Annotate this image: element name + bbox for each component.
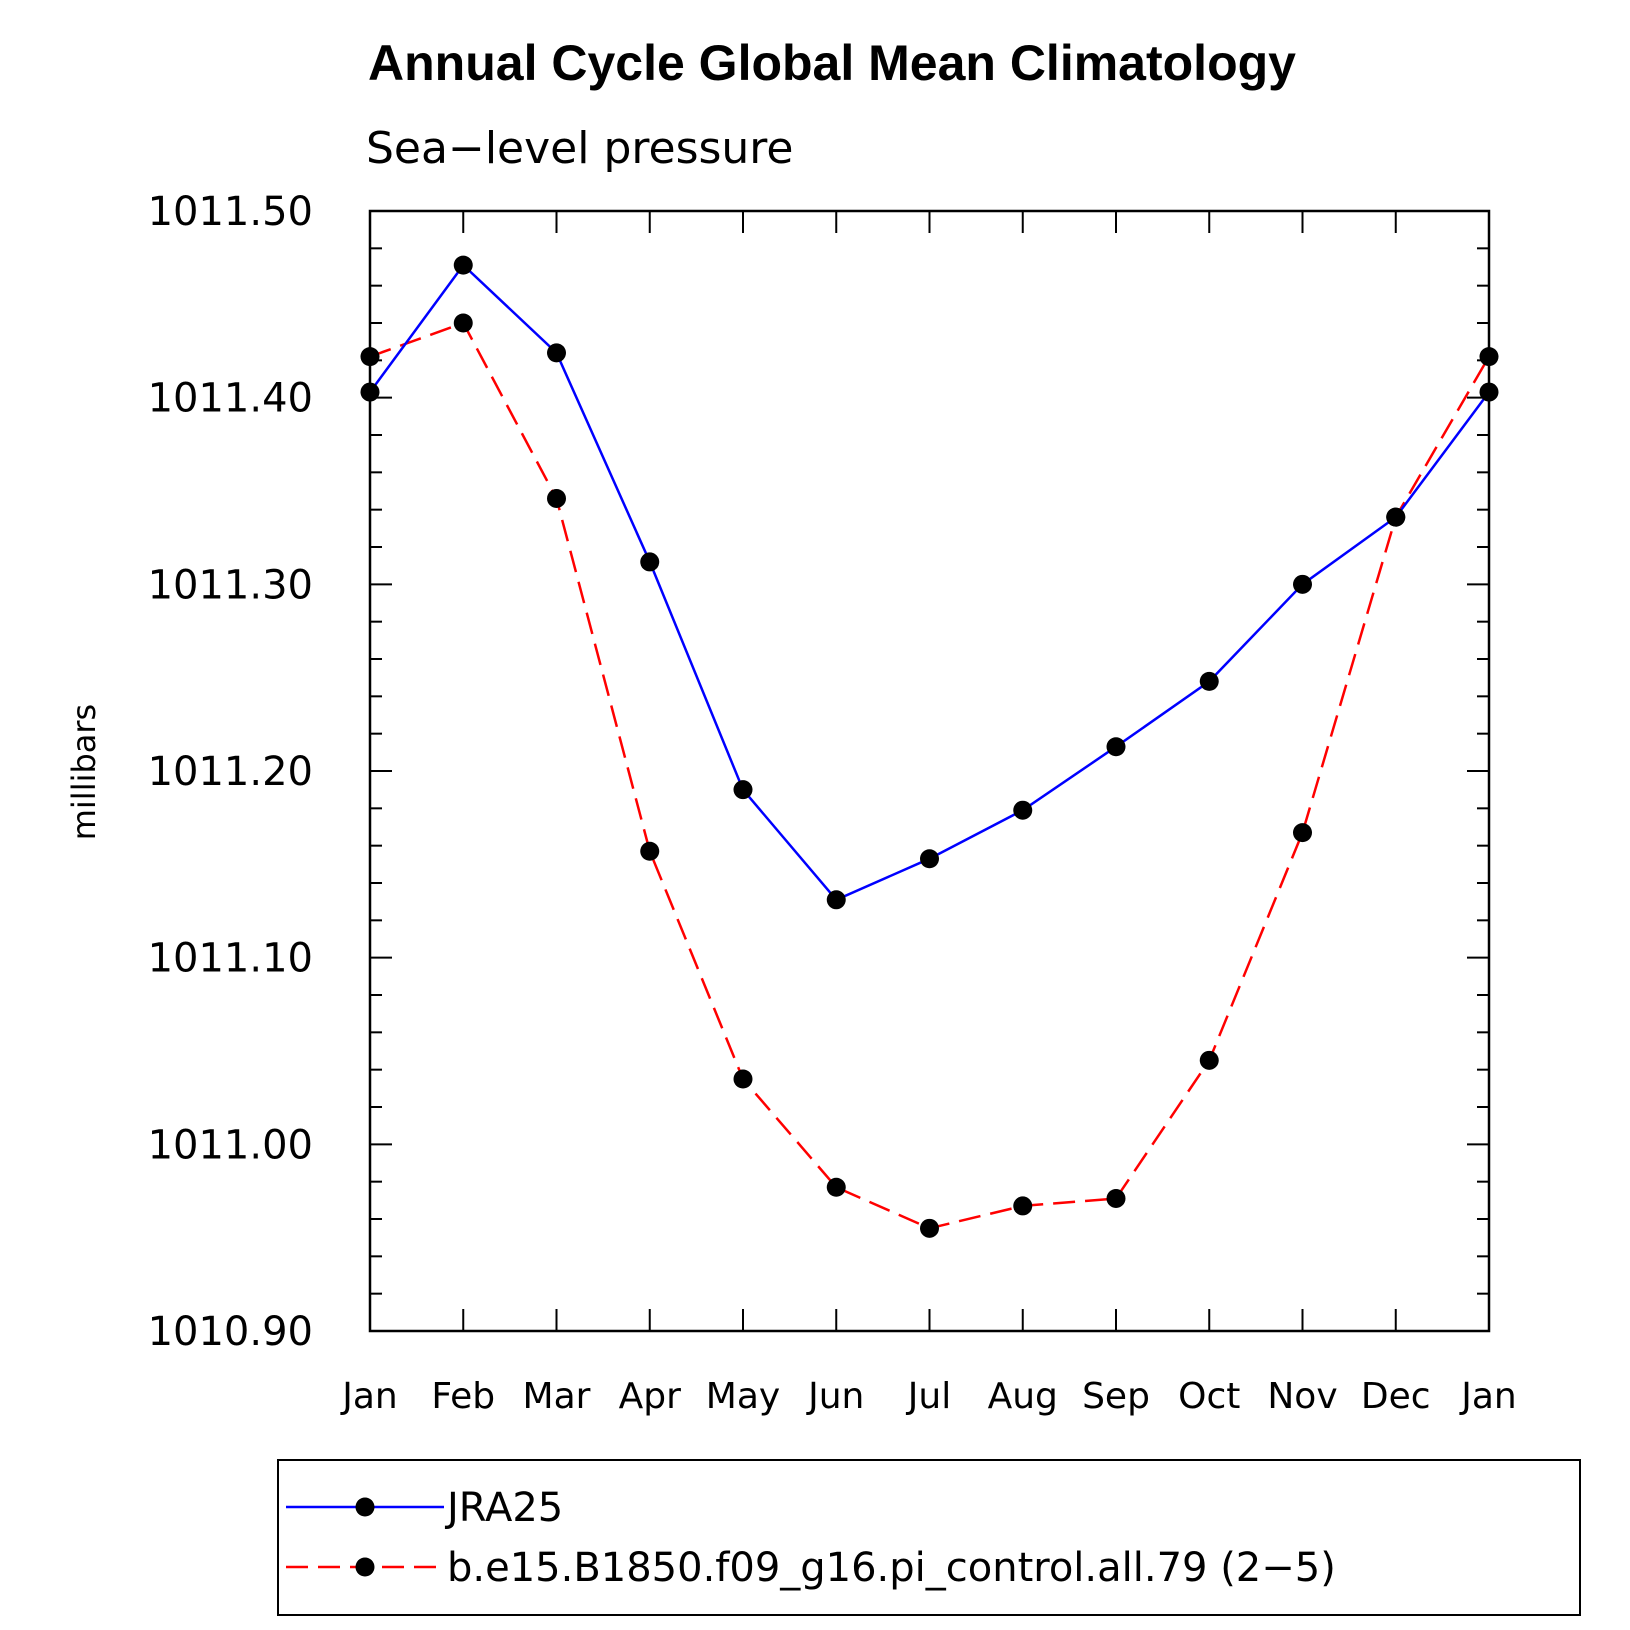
data-point [920,849,939,869]
x-tick-label: Jul [906,1376,951,1417]
x-tick-labels: Jan Feb Mar Apr May Jun Jul Aug Sep Oct Nov Dec Jan [340,1376,1517,1417]
data-point [547,343,566,363]
x-tick-label: Jun [806,1376,864,1417]
y-tick-label: 1011.30 [148,562,313,608]
y-tick-label: 1011.10 [148,936,313,982]
x-tick-label: Mar [523,1376,591,1417]
legend-marker [355,1497,375,1517]
data-point [733,780,753,800]
data-point [733,1069,753,1089]
legend-label: b.e15.B1850.f09_g16.pi_control.all.79 (2… [447,1545,1336,1591]
legend-box [277,1459,1581,1616]
data-point [1199,671,1219,691]
data-point [826,1177,846,1197]
x-tick-label: Jan [340,1376,398,1417]
data-point [920,1218,939,1238]
x-tick-label: Nov [1267,1376,1337,1417]
x-tick-label: Oct [1178,1376,1240,1417]
legend-label: JRA25 [444,1485,563,1531]
legend-marker [355,1557,375,1577]
series-line [368,263,1491,902]
x-tick-label: May [706,1376,780,1417]
axis-ticks [369,210,1490,1332]
data-point [826,890,846,910]
data-point [1013,800,1033,820]
y-tick-label: 1010.90 [148,1309,313,1355]
x-tick-label: Jan [1459,1376,1517,1417]
y-tick-label: 1011.50 [148,189,313,235]
data-point [1386,507,1406,527]
data-point [1106,737,1126,757]
x-tick-label: Aug [988,1376,1058,1417]
plot-frame [368,209,1491,1333]
x-tick-label: Sep [1082,1376,1150,1417]
y-tick-label: 1011.00 [148,1122,313,1168]
chart-title: Annual Cycle Global Mean Climatology [368,35,1296,91]
data-point [1013,1196,1033,1216]
series-layer [360,255,1499,1238]
data-point [547,488,566,508]
data-point [453,255,473,275]
x-tick-label: Feb [431,1376,495,1417]
y-tick-labels: 1011.50 1011.40 1011.30 1011.20 1011.10 1011.… [148,189,313,1355]
data-point [1293,823,1312,843]
data-point [453,313,473,333]
x-tick-label: Dec [1361,1376,1431,1417]
series-line [369,321,1491,1230]
y-axis-label: millibars [65,704,103,840]
legend: JRA25 b.e15.B1850.f09_g16.pi_control.all.… [277,1459,1581,1616]
data-point [640,552,660,572]
y-tick-label: 1011.20 [148,749,313,795]
x-tick-label: Apr [619,1376,681,1417]
data-point [1199,1050,1219,1070]
y-tick-label: 1011.40 [148,376,313,422]
data-point [1106,1188,1126,1208]
chart-subtitle: Sea−level pressure [366,123,794,174]
data-point [640,841,660,861]
data-point [1293,574,1312,594]
